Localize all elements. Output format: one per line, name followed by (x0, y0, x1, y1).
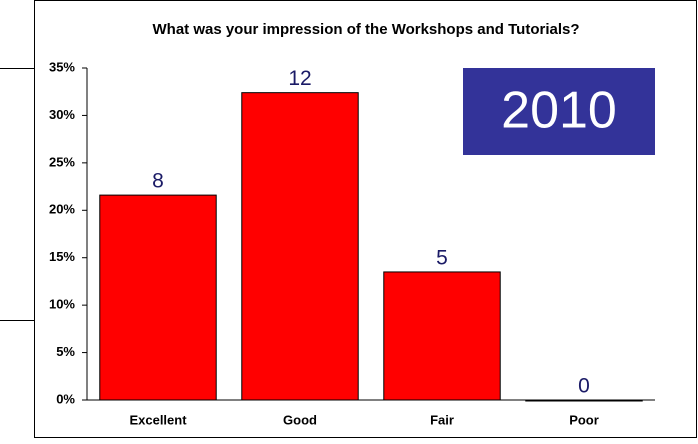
bar (241, 92, 359, 401)
x-tick-label: Poor (569, 412, 599, 427)
data-label: 12 (288, 67, 311, 90)
data-label: 0 (578, 375, 590, 398)
y-tick-label: 0% (56, 391, 75, 406)
chart-title: What was your impression of the Workshop… (153, 21, 580, 38)
bar (99, 194, 217, 401)
x-tick-label: Excellent (129, 412, 187, 427)
y-tick-label: 20% (49, 202, 75, 217)
y-tick-label: 25% (49, 154, 75, 169)
data-label: 8 (152, 170, 164, 193)
y-tick-label: 35% (49, 59, 75, 74)
y-tick-label: 15% (49, 249, 75, 264)
x-tick-label: Good (283, 412, 317, 427)
data-label: 5 (436, 246, 448, 269)
x-tick-label: Fair (430, 412, 454, 427)
bar (383, 271, 501, 401)
annotation: 2010 (501, 82, 617, 140)
y-tick-label: 30% (49, 107, 75, 122)
y-tick-label: 10% (49, 297, 75, 312)
y-tick-label: 5% (56, 344, 75, 359)
annotation-box (463, 68, 655, 155)
